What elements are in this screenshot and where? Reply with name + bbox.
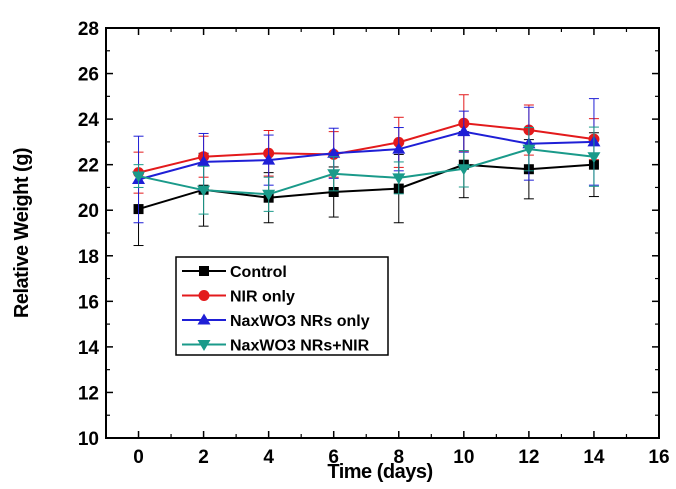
- legend-marker: [199, 266, 209, 276]
- series-line: [138, 148, 595, 196]
- series-3: [132, 126, 601, 215]
- legend-box: [175, 256, 389, 356]
- series-2: [132, 98, 601, 224]
- data-point: [262, 153, 276, 165]
- y-axis-title: Relative Weight (g): [11, 148, 33, 318]
- data-point: [587, 152, 601, 164]
- series-line: [138, 130, 594, 181]
- data-point: [262, 189, 276, 201]
- data-point: [392, 142, 406, 154]
- x-axis-title: Time (days): [327, 461, 432, 483]
- data-point: [132, 171, 146, 183]
- legend-label: NIR only: [230, 289, 295, 306]
- axis-ticks: [106, 27, 660, 439]
- y-tick-label: 10: [78, 429, 99, 450]
- legend-marker: [197, 313, 211, 325]
- x-tick-labels: 0 2 4 6 8 10 12 14 16: [133, 447, 669, 468]
- y-tick-label: 14: [78, 338, 100, 359]
- legend: Control NIR only NaxWO3 NRs only NaxWO3 NRs…: [175, 256, 389, 356]
- legend-label: Control: [230, 264, 287, 281]
- y-tick-label: 20: [78, 201, 99, 222]
- y-tick-label: 12: [78, 383, 99, 404]
- y-tick-labels: 10 12 14 16 18 20 22 24 26 28: [78, 19, 100, 450]
- legend-marker: [197, 340, 211, 351]
- data-point: [327, 146, 341, 158]
- x-tick-label: 2: [198, 447, 209, 468]
- series-layer: [132, 94, 601, 247]
- y-tick-label: 16: [78, 292, 99, 313]
- x-tick-label: 16: [648, 447, 669, 468]
- data-point: [328, 187, 339, 197]
- y-tick-label: 28: [78, 19, 99, 40]
- data-point: [197, 155, 211, 167]
- x-tick-label: 6: [328, 447, 339, 468]
- x-tick-label: 4: [263, 447, 274, 468]
- x-tick-label: 12: [518, 447, 539, 468]
- series-line: [138, 122, 595, 174]
- data-point: [457, 125, 471, 137]
- x-tick-label: 0: [133, 447, 144, 468]
- y-tick-label: 22: [78, 156, 99, 177]
- data-point: [522, 144, 536, 156]
- data-point: [327, 169, 341, 181]
- legend-label: NaxWO3 NRs+NIR: [230, 338, 370, 355]
- x-tick-label: 14: [583, 447, 605, 468]
- legend-label: NaxWO3 NRs only: [230, 313, 370, 330]
- data-point: [457, 164, 471, 176]
- y-tick-label: 18: [78, 247, 99, 268]
- y-tick-label: 24: [78, 110, 100, 131]
- plot-frame: [105, 27, 660, 439]
- x-tick-label: 8: [393, 447, 404, 468]
- data-point: [392, 173, 406, 185]
- x-tick-label: 10: [453, 447, 474, 468]
- y-tick-label: 26: [78, 65, 99, 86]
- data-point: [197, 185, 211, 197]
- legend-marker: [198, 290, 210, 301]
